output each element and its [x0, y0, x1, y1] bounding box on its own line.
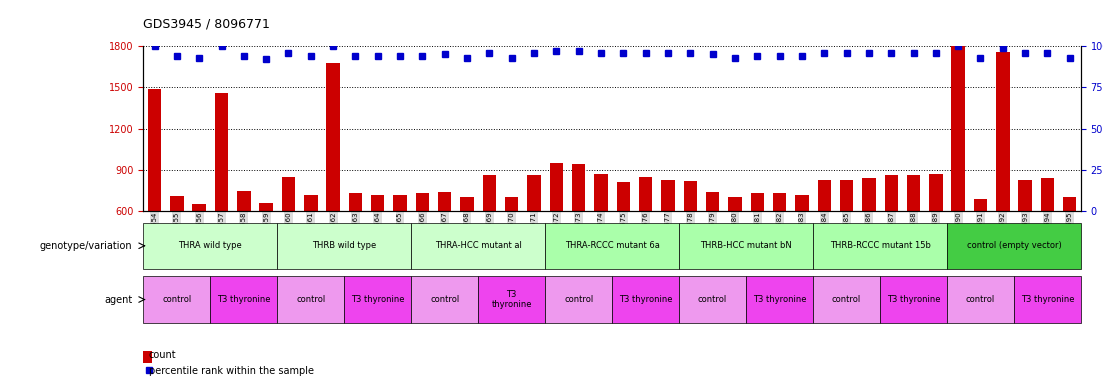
Bar	[795, 195, 808, 211]
Bar	[259, 203, 272, 211]
Text: control: control	[966, 295, 995, 304]
Bar	[617, 182, 630, 211]
Text: control (empty vector): control (empty vector)	[966, 241, 1061, 250]
Bar	[947, 223, 1081, 269]
Bar	[416, 193, 429, 211]
Bar	[215, 93, 228, 211]
Bar	[483, 175, 496, 211]
Bar	[885, 175, 898, 211]
Text: control: control	[297, 295, 325, 304]
Text: T3 thyronine: T3 thyronine	[887, 295, 940, 304]
Bar	[1014, 276, 1081, 323]
Text: percentile rank within the sample: percentile rank within the sample	[149, 366, 314, 376]
Bar	[839, 180, 854, 211]
Bar	[750, 193, 764, 211]
Bar	[929, 174, 943, 211]
Bar	[706, 192, 719, 211]
Bar	[148, 89, 161, 211]
Text: THRA-HCC mutant al: THRA-HCC mutant al	[435, 241, 522, 250]
Bar	[679, 223, 813, 269]
Bar	[460, 197, 474, 211]
Bar	[863, 178, 876, 211]
Bar	[679, 276, 746, 323]
Text: control: control	[832, 295, 861, 304]
Text: THRB-HCC mutant bN: THRB-HCC mutant bN	[700, 241, 792, 250]
Bar	[394, 195, 407, 211]
Bar	[237, 190, 250, 211]
Bar	[728, 197, 741, 211]
Text: control: control	[162, 295, 192, 304]
Bar	[662, 180, 675, 211]
Bar	[773, 193, 786, 211]
Text: T3 thyronine: T3 thyronine	[1020, 295, 1074, 304]
Bar	[545, 276, 612, 323]
Text: control: control	[564, 295, 593, 304]
Bar	[1063, 197, 1077, 211]
Text: GDS3945 / 8096771: GDS3945 / 8096771	[143, 18, 270, 31]
Text: T3 thyronine: T3 thyronine	[351, 295, 405, 304]
Bar	[549, 163, 563, 211]
Bar	[411, 276, 479, 323]
Bar	[326, 63, 340, 211]
Bar	[817, 180, 831, 211]
Bar	[907, 175, 920, 211]
Bar	[479, 276, 545, 323]
Bar	[438, 192, 451, 211]
Bar	[684, 181, 697, 211]
Text: THRB-RCCC mutant 15b: THRB-RCCC mutant 15b	[829, 241, 931, 250]
Bar	[595, 174, 608, 211]
Bar	[211, 276, 277, 323]
Bar	[527, 175, 540, 211]
Bar	[411, 223, 545, 269]
Text: control: control	[698, 295, 727, 304]
Bar	[813, 223, 947, 269]
Bar	[612, 276, 679, 323]
Bar	[277, 223, 411, 269]
Bar	[505, 197, 518, 211]
Text: control: control	[430, 295, 459, 304]
Text: count: count	[149, 350, 176, 360]
Bar	[974, 199, 987, 211]
Text: THRA-RCCC mutant 6a: THRA-RCCC mutant 6a	[565, 241, 660, 250]
Bar	[1018, 180, 1031, 211]
Bar	[996, 51, 1009, 211]
Bar	[281, 177, 296, 211]
Bar	[746, 276, 813, 323]
Bar	[277, 276, 344, 323]
Text: T3 thyronine: T3 thyronine	[753, 295, 806, 304]
Bar	[349, 193, 362, 211]
Text: T3
thyronine: T3 thyronine	[492, 290, 532, 309]
Bar	[193, 204, 206, 211]
Bar	[952, 46, 965, 211]
Bar	[880, 276, 947, 323]
Bar	[304, 195, 318, 211]
Bar	[639, 177, 652, 211]
Bar	[947, 276, 1014, 323]
Text: THRB wild type: THRB wild type	[312, 241, 376, 250]
Bar	[143, 223, 277, 269]
Text: T3 thyronine: T3 thyronine	[619, 295, 673, 304]
Bar	[344, 276, 411, 323]
Bar	[572, 164, 586, 211]
Bar	[813, 276, 880, 323]
Text: genotype/variation: genotype/variation	[40, 241, 132, 251]
Text: agent: agent	[104, 295, 132, 305]
Bar	[371, 195, 385, 211]
Bar	[1041, 178, 1054, 211]
Bar	[143, 276, 211, 323]
Bar	[170, 196, 183, 211]
Text: THRA wild type: THRA wild type	[179, 241, 243, 250]
Bar	[545, 223, 679, 269]
Text: T3 thyronine: T3 thyronine	[217, 295, 270, 304]
